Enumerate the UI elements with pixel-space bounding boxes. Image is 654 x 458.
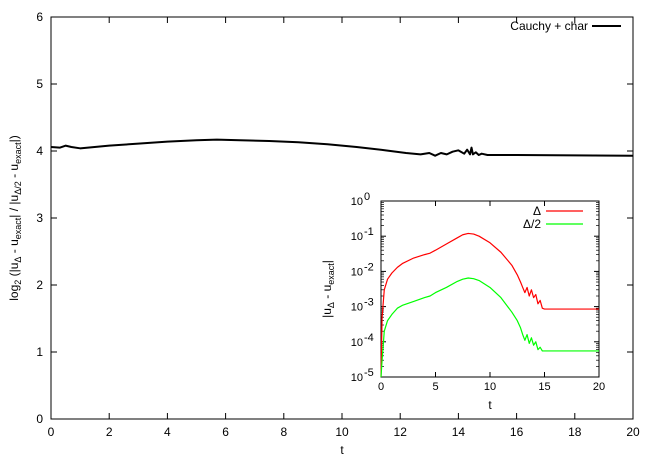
main-y-label-part5: |)	[7, 135, 21, 142]
inset-y-tick-exponent: 0	[364, 191, 370, 203]
inset-y-tick-base: 10	[351, 266, 363, 278]
inset-x-tick-label: 5	[432, 381, 438, 393]
main-x-tick-label: 18	[568, 425, 582, 439]
inset-y-tick-exponent: -4	[364, 332, 374, 344]
inset-legend-label-delta-half: Δ/2	[523, 217, 541, 231]
inset-y-tick-label: 10	[351, 266, 363, 278]
inset-y-tick-base: 10	[351, 337, 363, 349]
inset-x-axis-label: t	[488, 398, 492, 412]
main-y-label-part2: - u	[7, 239, 21, 256]
inset-y-tick-label: 10	[351, 231, 363, 243]
main-x-tick-label: 4	[164, 425, 171, 439]
inset-series-lines	[380, 232, 599, 378]
main-x-tick-label: 8	[280, 425, 287, 439]
main-x-tick-label: 10	[335, 425, 349, 439]
inset-y-tick-base: 10	[351, 231, 363, 243]
inset-x-tick-label: 10	[484, 381, 496, 393]
main-y-tick-label: 0	[36, 412, 43, 426]
main-series-lines	[50, 138, 634, 157]
main-series-line	[50, 138, 634, 157]
main-y-label-sub-delta2: Δ/2	[13, 181, 23, 195]
inset-y-tick-label: 10	[351, 196, 363, 208]
main-y-tick-label: 4	[36, 144, 43, 158]
main-y-tick-label: 1	[36, 345, 43, 359]
inset-y-tick-exponent: -3	[364, 297, 374, 309]
main-x-tick-label: 14	[452, 425, 466, 439]
inset-y-tick-exponent: -2	[364, 261, 374, 273]
inset-y-tick-exponent: -1	[364, 226, 374, 238]
inset-x-tick-label: 0	[378, 381, 384, 393]
inset-legend-label-delta: Δ	[533, 204, 541, 218]
main-y-label-sub-exact2: exact	[13, 142, 23, 164]
inset-y-tick-label: 10	[351, 372, 363, 384]
main-y-axis-label: log2 (|uΔ - uexact| / |uΔ/2 - uexact|)	[7, 135, 23, 300]
inset-y-tick-label: 10	[351, 302, 363, 314]
inset-y-tick-base: 10	[351, 196, 363, 208]
inset-series-line	[380, 277, 599, 378]
main-x-axis-label: t	[340, 443, 344, 457]
main-x-tick-label: 12	[394, 425, 408, 439]
main-y-label-log: log	[7, 285, 21, 301]
main-y-label-sub-exact: exact	[13, 217, 23, 239]
inset-y-label-sub-exact: exact	[326, 263, 336, 285]
inset-y-tick-label: 10	[351, 337, 363, 349]
main-y-label-sub-delta: Δ	[13, 257, 23, 263]
main-y-tick-label: 5	[36, 77, 43, 91]
inset-y-axis-label: |uΔ - uexact|	[320, 260, 336, 318]
inset-y-label-part1: |u	[320, 308, 334, 318]
inset-plot-background	[381, 201, 599, 377]
main-y-tick-label: 3	[36, 211, 43, 225]
main-y-label-part3: | / |u	[7, 195, 21, 218]
main-x-tick-label: 2	[106, 425, 113, 439]
main-x-tick-label: 20	[626, 425, 640, 439]
main-y-label-part1: (|u	[7, 263, 21, 280]
inset-y-label-part2: - u	[320, 285, 334, 302]
main-x-tick-label: 0	[48, 425, 55, 439]
main-y-tick-label: 2	[36, 278, 43, 292]
inset-y-tick-base: 10	[351, 302, 363, 314]
main-legend: Cauchy + char	[510, 19, 621, 33]
main-legend-label: Cauchy + char	[510, 19, 588, 33]
inset-x-tick-label: 20	[593, 381, 605, 393]
inset-x-tick-label: 15	[538, 381, 550, 393]
inset-y-label-part3: |	[320, 260, 334, 263]
main-x-tick-label: 16	[510, 425, 524, 439]
inset-y-tick-base: 10	[351, 372, 363, 384]
inset-y-tick-exponent: -5	[364, 367, 374, 379]
inset-y-label-sub-delta: Δ	[326, 302, 336, 308]
inset-legend: Δ Δ/2	[523, 204, 583, 231]
inset-series-line	[380, 232, 599, 378]
main-x-tick-label: 6	[222, 425, 229, 439]
main-y-label-sub2: 2	[13, 280, 23, 285]
main-y-tick-label: 6	[36, 10, 43, 24]
main-y-label-part4: - u	[7, 164, 21, 181]
